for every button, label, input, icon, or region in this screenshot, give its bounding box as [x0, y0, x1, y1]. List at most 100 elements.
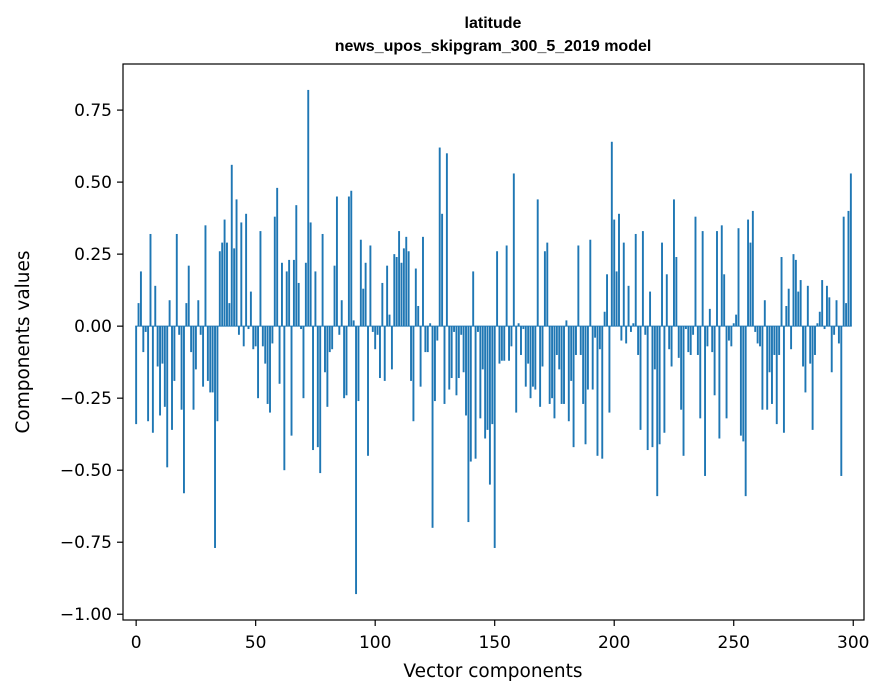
bar: [316, 326, 319, 448]
bar: [357, 326, 360, 402]
bar: [613, 219, 616, 327]
bar: [254, 326, 257, 347]
bar: [584, 326, 587, 445]
bar: [682, 326, 685, 456]
bar: [371, 326, 374, 332]
bar: [297, 282, 300, 327]
bar: [814, 326, 816, 355]
x-tick-label: 0: [131, 633, 142, 653]
bar: [457, 326, 460, 379]
bar: [754, 326, 757, 332]
bar: [419, 326, 422, 387]
bar: [579, 326, 582, 355]
bar: [474, 326, 477, 459]
bar: [747, 219, 750, 327]
bar: [622, 242, 625, 327]
x-tick-label: 200: [598, 633, 630, 653]
bar: [534, 326, 537, 390]
bar: [641, 231, 644, 327]
bar: [515, 326, 518, 413]
y-tick-label: 0.00: [74, 317, 112, 337]
bar: [794, 259, 797, 327]
bar: [168, 300, 171, 327]
bar: [259, 231, 262, 327]
bar: [842, 216, 845, 327]
bar: [175, 233, 178, 327]
bar: [450, 326, 453, 379]
bar: [436, 326, 439, 341]
bar: [493, 326, 496, 548]
bar: [173, 326, 176, 381]
x-axis-ticks: 0 50 100 150 200 250 300: [131, 620, 869, 653]
bar: [825, 285, 828, 327]
bar: [847, 210, 850, 327]
bar: [139, 271, 142, 327]
bar: [723, 274, 726, 327]
bar: [386, 265, 389, 327]
bar: [144, 326, 147, 332]
bar: [658, 326, 661, 445]
bar: [732, 323, 735, 327]
bar: [166, 326, 169, 468]
bar: [637, 326, 640, 355]
bar: [352, 320, 355, 327]
bar: [517, 323, 520, 327]
bar: [797, 291, 800, 327]
bar: [240, 222, 243, 327]
bar: [149, 233, 152, 327]
bar: [665, 274, 668, 327]
bar: [739, 326, 742, 436]
bar: [183, 326, 185, 494]
bar: [187, 265, 190, 327]
bar: [677, 326, 680, 358]
bar: [252, 326, 255, 350]
bar: [190, 326, 193, 353]
bar: [849, 173, 852, 327]
bar: [536, 199, 539, 327]
bar: [462, 326, 465, 373]
bar: [634, 233, 637, 327]
bar: [343, 326, 346, 399]
bar: [541, 326, 544, 367]
bar: [278, 326, 281, 384]
bar: [830, 326, 833, 373]
bar: [264, 326, 267, 364]
bar: [799, 280, 802, 327]
bar: [324, 326, 326, 373]
bar: [505, 245, 508, 327]
bar: [713, 326, 716, 396]
bar: [465, 326, 467, 416]
bar: [524, 326, 527, 387]
bar: [266, 326, 269, 404]
x-tick-label: 150: [478, 633, 510, 653]
bar: [802, 326, 804, 367]
bar: [247, 326, 250, 330]
bar: [567, 326, 570, 422]
bar: [159, 326, 161, 416]
bar: [711, 326, 714, 353]
bar: [706, 326, 709, 347]
bar: [455, 326, 458, 396]
bar: [302, 326, 305, 399]
bar: [350, 190, 353, 327]
bar: [245, 213, 248, 327]
bar: [840, 326, 843, 476]
y-tick-label: 0.75: [74, 101, 112, 121]
bar: [575, 326, 577, 355]
bar: [276, 187, 279, 327]
bar: [543, 251, 546, 327]
bar: [725, 326, 728, 419]
bar: [792, 254, 795, 327]
bar: [405, 236, 408, 327]
bar: [156, 326, 159, 367]
bar: [383, 326, 386, 381]
bar: [603, 311, 606, 327]
bar: [249, 291, 252, 327]
bar: [204, 225, 207, 327]
bar: [496, 251, 499, 327]
bar: [570, 326, 573, 381]
bar: [816, 323, 819, 327]
bar: [649, 291, 652, 327]
bar: [787, 288, 790, 327]
bar: [395, 257, 398, 327]
